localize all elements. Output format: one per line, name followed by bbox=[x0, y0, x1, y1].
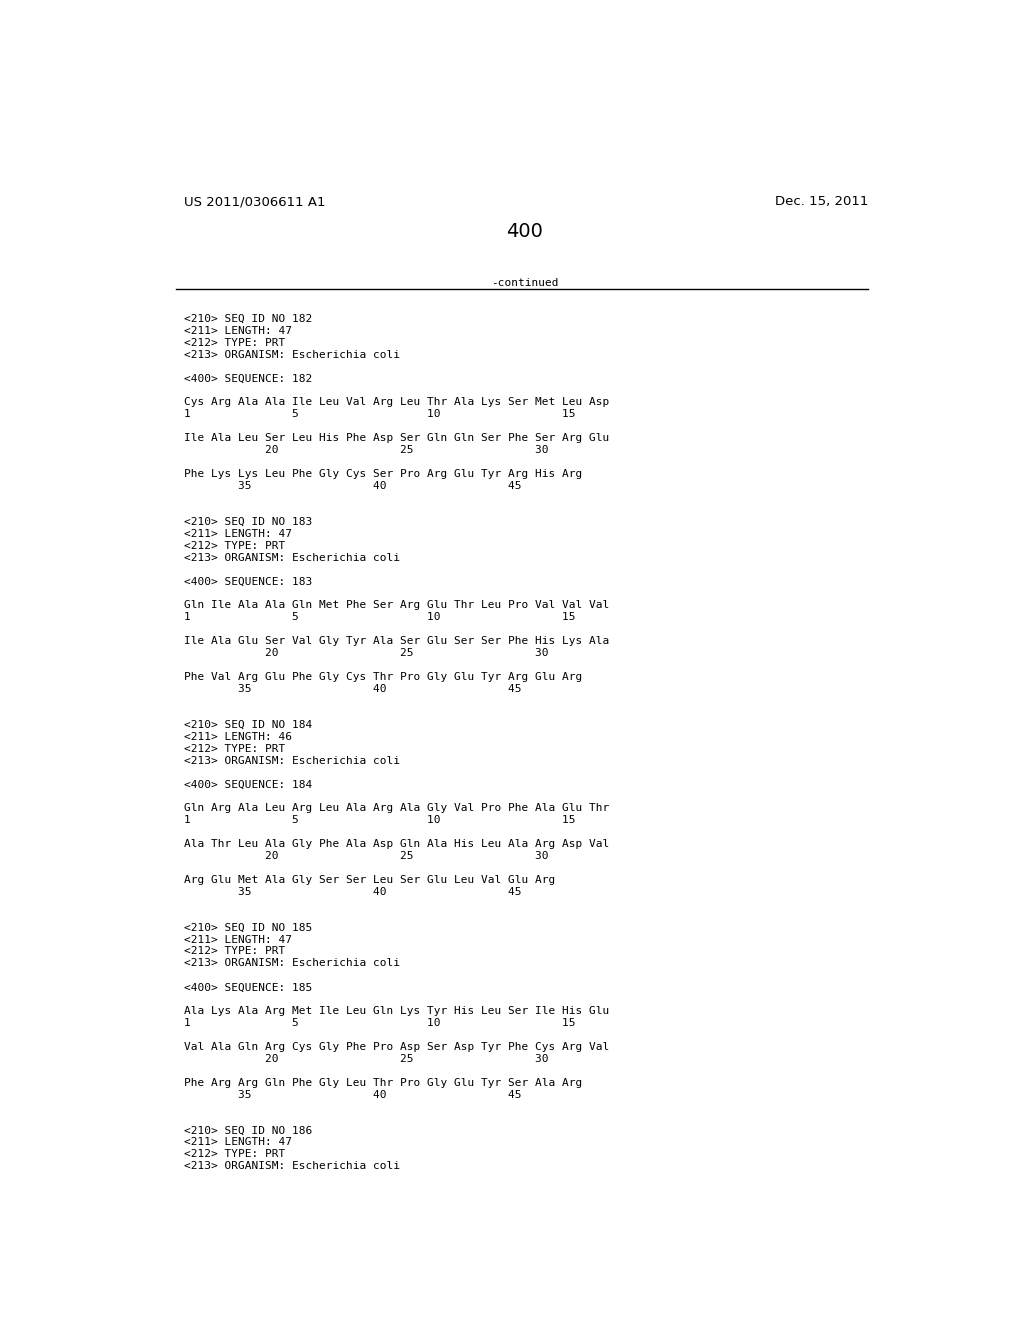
Text: Ala Thr Leu Ala Gly Phe Ala Asp Gln Ala His Leu Ala Arg Asp Val: Ala Thr Leu Ala Gly Phe Ala Asp Gln Ala … bbox=[183, 840, 609, 849]
Text: <210> SEQ ID NO 182: <210> SEQ ID NO 182 bbox=[183, 314, 312, 323]
Text: <210> SEQ ID NO 183: <210> SEQ ID NO 183 bbox=[183, 517, 312, 527]
Text: <212> TYPE: PRT: <212> TYPE: PRT bbox=[183, 338, 285, 347]
Text: <210> SEQ ID NO 185: <210> SEQ ID NO 185 bbox=[183, 923, 312, 933]
Text: <213> ORGANISM: Escherichia coli: <213> ORGANISM: Escherichia coli bbox=[183, 755, 399, 766]
Text: <212> TYPE: PRT: <212> TYPE: PRT bbox=[183, 1150, 285, 1159]
Text: 1               5                   10                  15: 1 5 10 15 bbox=[183, 1018, 575, 1028]
Text: 35                  40                  45: 35 40 45 bbox=[183, 684, 521, 694]
Text: <212> TYPE: PRT: <212> TYPE: PRT bbox=[183, 541, 285, 550]
Text: <211> LENGTH: 47: <211> LENGTH: 47 bbox=[183, 529, 292, 539]
Text: -continued: -continued bbox=[492, 277, 558, 288]
Text: 400: 400 bbox=[506, 222, 544, 240]
Text: <211> LENGTH: 47: <211> LENGTH: 47 bbox=[183, 1138, 292, 1147]
Text: US 2011/0306611 A1: US 2011/0306611 A1 bbox=[183, 195, 326, 209]
Text: Dec. 15, 2011: Dec. 15, 2011 bbox=[775, 195, 868, 209]
Text: 20                  25                  30: 20 25 30 bbox=[183, 851, 548, 861]
Text: <210> SEQ ID NO 184: <210> SEQ ID NO 184 bbox=[183, 719, 312, 730]
Text: <400> SEQUENCE: 182: <400> SEQUENCE: 182 bbox=[183, 374, 312, 384]
Text: 20                  25                  30: 20 25 30 bbox=[183, 445, 548, 455]
Text: <213> ORGANISM: Escherichia coli: <213> ORGANISM: Escherichia coli bbox=[183, 1162, 399, 1171]
Text: 35                  40                  45: 35 40 45 bbox=[183, 1090, 521, 1100]
Text: <211> LENGTH: 47: <211> LENGTH: 47 bbox=[183, 326, 292, 335]
Text: Ile Ala Glu Ser Val Gly Tyr Ala Ser Glu Ser Ser Phe His Lys Ala: Ile Ala Glu Ser Val Gly Tyr Ala Ser Glu … bbox=[183, 636, 609, 647]
Text: <400> SEQUENCE: 184: <400> SEQUENCE: 184 bbox=[183, 779, 312, 789]
Text: <400> SEQUENCE: 185: <400> SEQUENCE: 185 bbox=[183, 982, 312, 993]
Text: 1               5                   10                  15: 1 5 10 15 bbox=[183, 816, 575, 825]
Text: Phe Arg Arg Gln Phe Gly Leu Thr Pro Gly Glu Tyr Ser Ala Arg: Phe Arg Arg Gln Phe Gly Leu Thr Pro Gly … bbox=[183, 1077, 582, 1088]
Text: Ile Ala Leu Ser Leu His Phe Asp Ser Gln Gln Ser Phe Ser Arg Glu: Ile Ala Leu Ser Leu His Phe Asp Ser Gln … bbox=[183, 433, 609, 444]
Text: <212> TYPE: PRT: <212> TYPE: PRT bbox=[183, 946, 285, 957]
Text: <210> SEQ ID NO 186: <210> SEQ ID NO 186 bbox=[183, 1126, 312, 1135]
Text: 35                  40                  45: 35 40 45 bbox=[183, 480, 521, 491]
Text: Cys Arg Ala Ala Ile Leu Val Arg Leu Thr Ala Lys Ser Met Leu Asp: Cys Arg Ala Ala Ile Leu Val Arg Leu Thr … bbox=[183, 397, 609, 408]
Text: <213> ORGANISM: Escherichia coli: <213> ORGANISM: Escherichia coli bbox=[183, 350, 399, 360]
Text: Arg Glu Met Ala Gly Ser Ser Leu Ser Glu Leu Val Glu Arg: Arg Glu Met Ala Gly Ser Ser Leu Ser Glu … bbox=[183, 875, 555, 884]
Text: 35                  40                  45: 35 40 45 bbox=[183, 887, 521, 896]
Text: <400> SEQUENCE: 183: <400> SEQUENCE: 183 bbox=[183, 577, 312, 586]
Text: Gln Arg Ala Leu Arg Leu Ala Arg Ala Gly Val Pro Phe Ala Glu Thr: Gln Arg Ala Leu Arg Leu Ala Arg Ala Gly … bbox=[183, 804, 609, 813]
Text: Ala Lys Ala Arg Met Ile Leu Gln Lys Tyr His Leu Ser Ile His Glu: Ala Lys Ala Arg Met Ile Leu Gln Lys Tyr … bbox=[183, 1006, 609, 1016]
Text: Gln Ile Ala Ala Gln Met Phe Ser Arg Glu Thr Leu Pro Val Val Val: Gln Ile Ala Ala Gln Met Phe Ser Arg Glu … bbox=[183, 601, 609, 610]
Text: 20                  25                  30: 20 25 30 bbox=[183, 1053, 548, 1064]
Text: 1               5                   10                  15: 1 5 10 15 bbox=[183, 612, 575, 622]
Text: <211> LENGTH: 47: <211> LENGTH: 47 bbox=[183, 935, 292, 945]
Text: Phe Lys Lys Leu Phe Gly Cys Ser Pro Arg Glu Tyr Arg His Arg: Phe Lys Lys Leu Phe Gly Cys Ser Pro Arg … bbox=[183, 469, 582, 479]
Text: <211> LENGTH: 46: <211> LENGTH: 46 bbox=[183, 731, 292, 742]
Text: <213> ORGANISM: Escherichia coli: <213> ORGANISM: Escherichia coli bbox=[183, 958, 399, 969]
Text: <212> TYPE: PRT: <212> TYPE: PRT bbox=[183, 743, 285, 754]
Text: Val Ala Gln Arg Cys Gly Phe Pro Asp Ser Asp Tyr Phe Cys Arg Val: Val Ala Gln Arg Cys Gly Phe Pro Asp Ser … bbox=[183, 1041, 609, 1052]
Text: 1               5                   10                  15: 1 5 10 15 bbox=[183, 409, 575, 420]
Text: <213> ORGANISM: Escherichia coli: <213> ORGANISM: Escherichia coli bbox=[183, 553, 399, 562]
Text: 20                  25                  30: 20 25 30 bbox=[183, 648, 548, 659]
Text: Phe Val Arg Glu Phe Gly Cys Thr Pro Gly Glu Tyr Arg Glu Arg: Phe Val Arg Glu Phe Gly Cys Thr Pro Gly … bbox=[183, 672, 582, 682]
